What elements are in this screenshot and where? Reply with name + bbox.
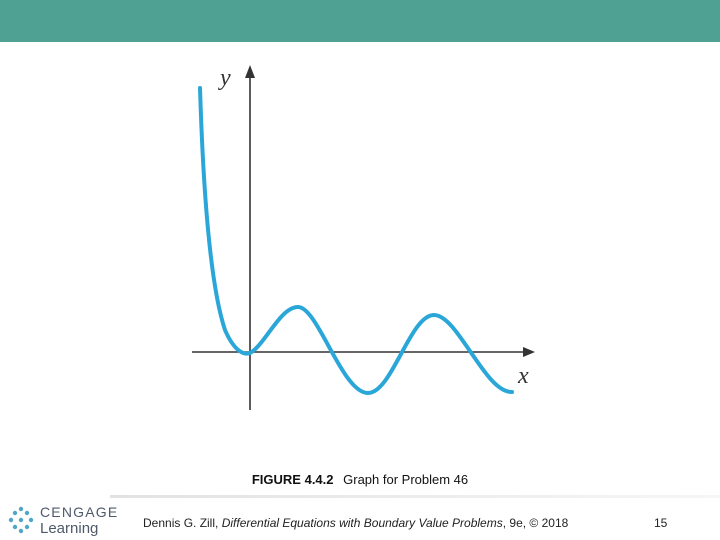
citation: Dennis G. Zill, Differential Equations w… [143,516,568,530]
x-axis-arrow [523,347,535,357]
cengage-logo-icon [8,506,34,534]
cengage-logo: CENGAGE Learning [6,503,121,537]
citation-prefix: Dennis G. Zill, [143,516,222,530]
footer-divider [110,495,720,498]
citation-title: Differential Equations with Boundary Val… [221,516,503,530]
figure-caption-label: FIGURE 4.4.2 [251,472,334,487]
graph-figure: y x [192,65,535,410]
logo-word-learning: Learning [40,520,99,537]
figure-caption-text: Graph for Problem 46 [343,472,469,487]
citation-suffix: , 9e, © 2018 [502,516,569,530]
x-axis-label: x [517,363,529,389]
header-bar [0,0,720,42]
y-axis-arrow [245,65,255,78]
logo-word-cengage: CENGAGE [40,504,119,520]
page-number: 15 [654,516,668,530]
y-axis-label: y [218,65,231,91]
figure-caption: FIGURE 4.4.2 Graph for Problem 46 [0,472,720,487]
solution-curve [198,86,514,396]
